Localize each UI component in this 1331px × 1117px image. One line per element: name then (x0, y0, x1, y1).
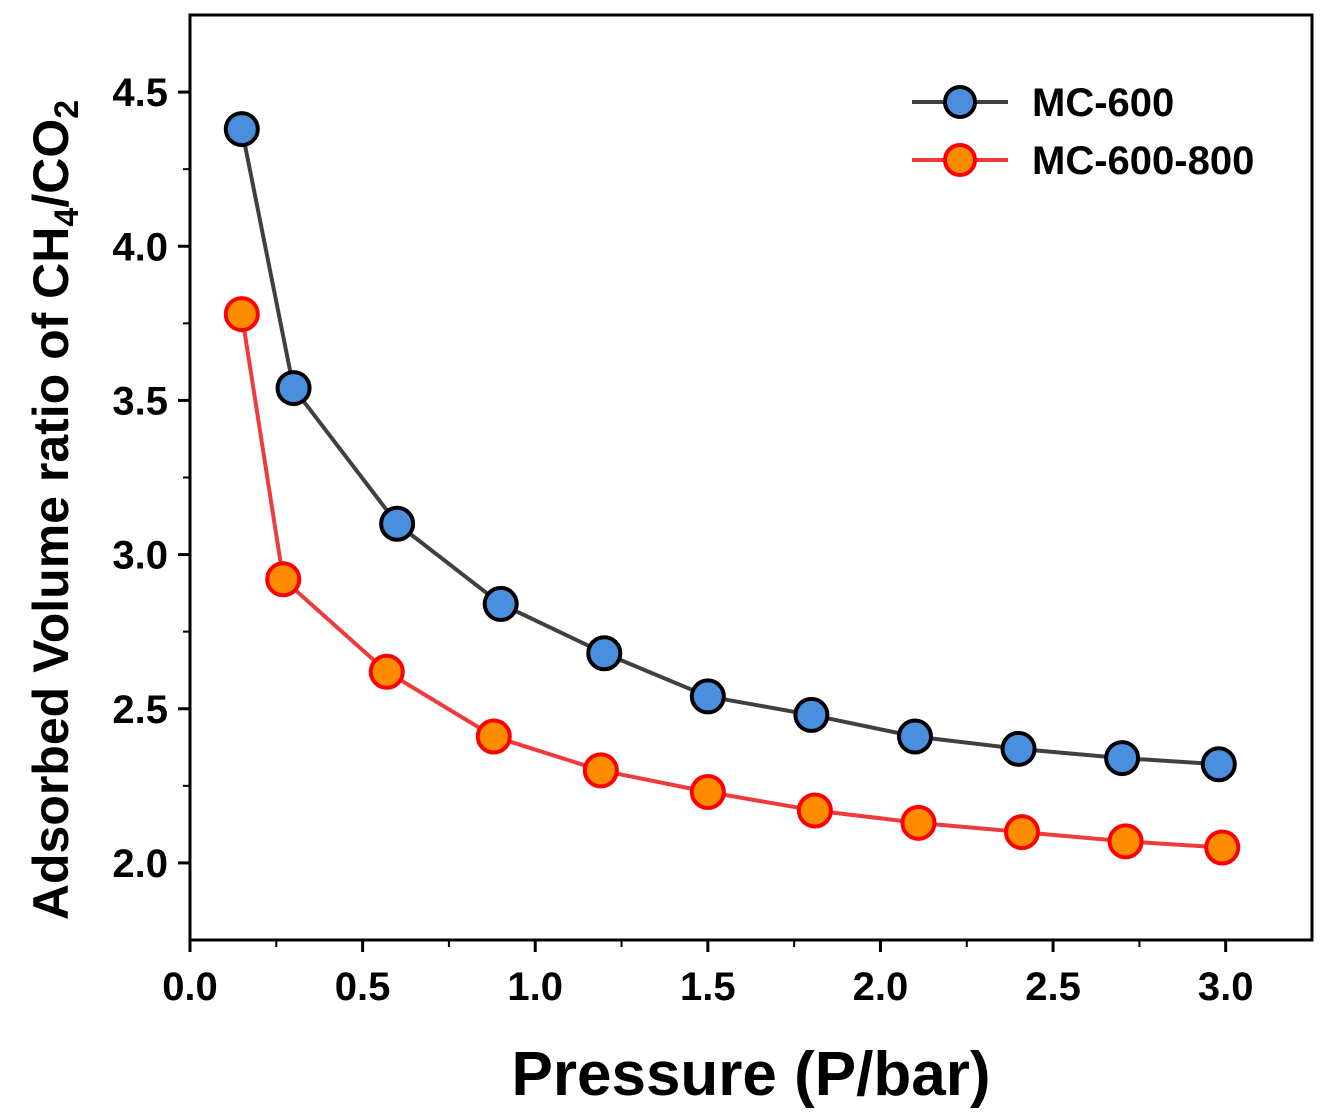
data-point-mc-600 (793, 696, 830, 733)
x-tick-label: 2.5 (1025, 965, 1081, 1009)
legend-item-mc-600-800: MC-600-800 (912, 139, 1254, 183)
data-point-mc-600-800 (265, 561, 302, 598)
y-tick-label: 2.5 (112, 688, 168, 732)
x-tick-label: 1.0 (507, 965, 563, 1009)
legend-marker-mc-600 (943, 85, 977, 119)
series-layer (223, 111, 1241, 866)
data-point-mc-600 (1200, 746, 1237, 783)
y-axis-ticks: 2.0 2.5 3.0 3.5 4.0 4.5 (112, 71, 190, 886)
y-axis-title-main: Adsorbed Volume ratio of CH (23, 227, 79, 921)
data-point-mc-600 (689, 678, 726, 715)
data-point-mc-600 (1104, 740, 1141, 777)
data-point-mc-600-800 (689, 774, 726, 810)
y-axis-title-subscript-4: 4 (48, 208, 86, 227)
series-line-mc-600-800 (239, 313, 1223, 850)
y-tick-label: 4.5 (112, 71, 168, 115)
x-tick-label: 1.5 (680, 965, 736, 1009)
data-point-mc-600-800 (368, 653, 405, 690)
legend: MC-600 MC-600-800 (912, 81, 1254, 183)
y-tick-label: 3.5 (112, 379, 168, 423)
data-point-mc-600 (223, 111, 260, 148)
x-tick-label: 2.0 (853, 965, 909, 1009)
y-axis-title-subscript-2: 2 (48, 100, 86, 119)
y-axis-title: Adsorbed Volume ratio of CH4/CO2 (23, 100, 86, 920)
data-point-mc-600-800 (1004, 814, 1041, 851)
data-point-mc-600 (1000, 730, 1037, 767)
data-point-mc-600 (379, 505, 416, 542)
data-point-mc-600-800 (796, 792, 833, 829)
data-point-mc-600 (586, 635, 623, 672)
y-tick-label: 2.0 (112, 842, 168, 886)
data-point-mc-600-800 (1107, 823, 1144, 860)
legend-marker-mc-600-800 (943, 143, 977, 177)
legend-item-mc-600: MC-600 (912, 81, 1174, 125)
data-point-mc-600 (482, 585, 519, 622)
x-axis-ticks: 0.0 0.5 1.0 1.5 2.0 2.5 3.0 (162, 940, 1253, 1009)
legend-label-mc-600: MC-600 (1032, 81, 1174, 125)
y-tick-label: 3.0 (112, 534, 168, 578)
data-point-mc-600 (275, 370, 312, 407)
legend-label-mc-600-800: MC-600-800 (1032, 139, 1254, 183)
data-point-mc-600 (896, 718, 933, 755)
x-tick-label: 0.5 (335, 965, 391, 1009)
data-point-mc-600-800 (582, 752, 619, 789)
data-point-mc-600-800 (1204, 829, 1241, 866)
y-tick-label: 4.0 (112, 225, 168, 269)
y-axis-title-middle: /CO (23, 119, 79, 208)
x-tick-label: 3.0 (1198, 965, 1254, 1009)
data-point-mc-600-800 (475, 718, 512, 755)
x-axis-title: Pressure (P/bar) (512, 1040, 991, 1109)
x-tick-label: 0.0 (162, 965, 218, 1009)
data-point-mc-600-800 (900, 804, 937, 841)
data-point-mc-600-800 (223, 296, 260, 333)
